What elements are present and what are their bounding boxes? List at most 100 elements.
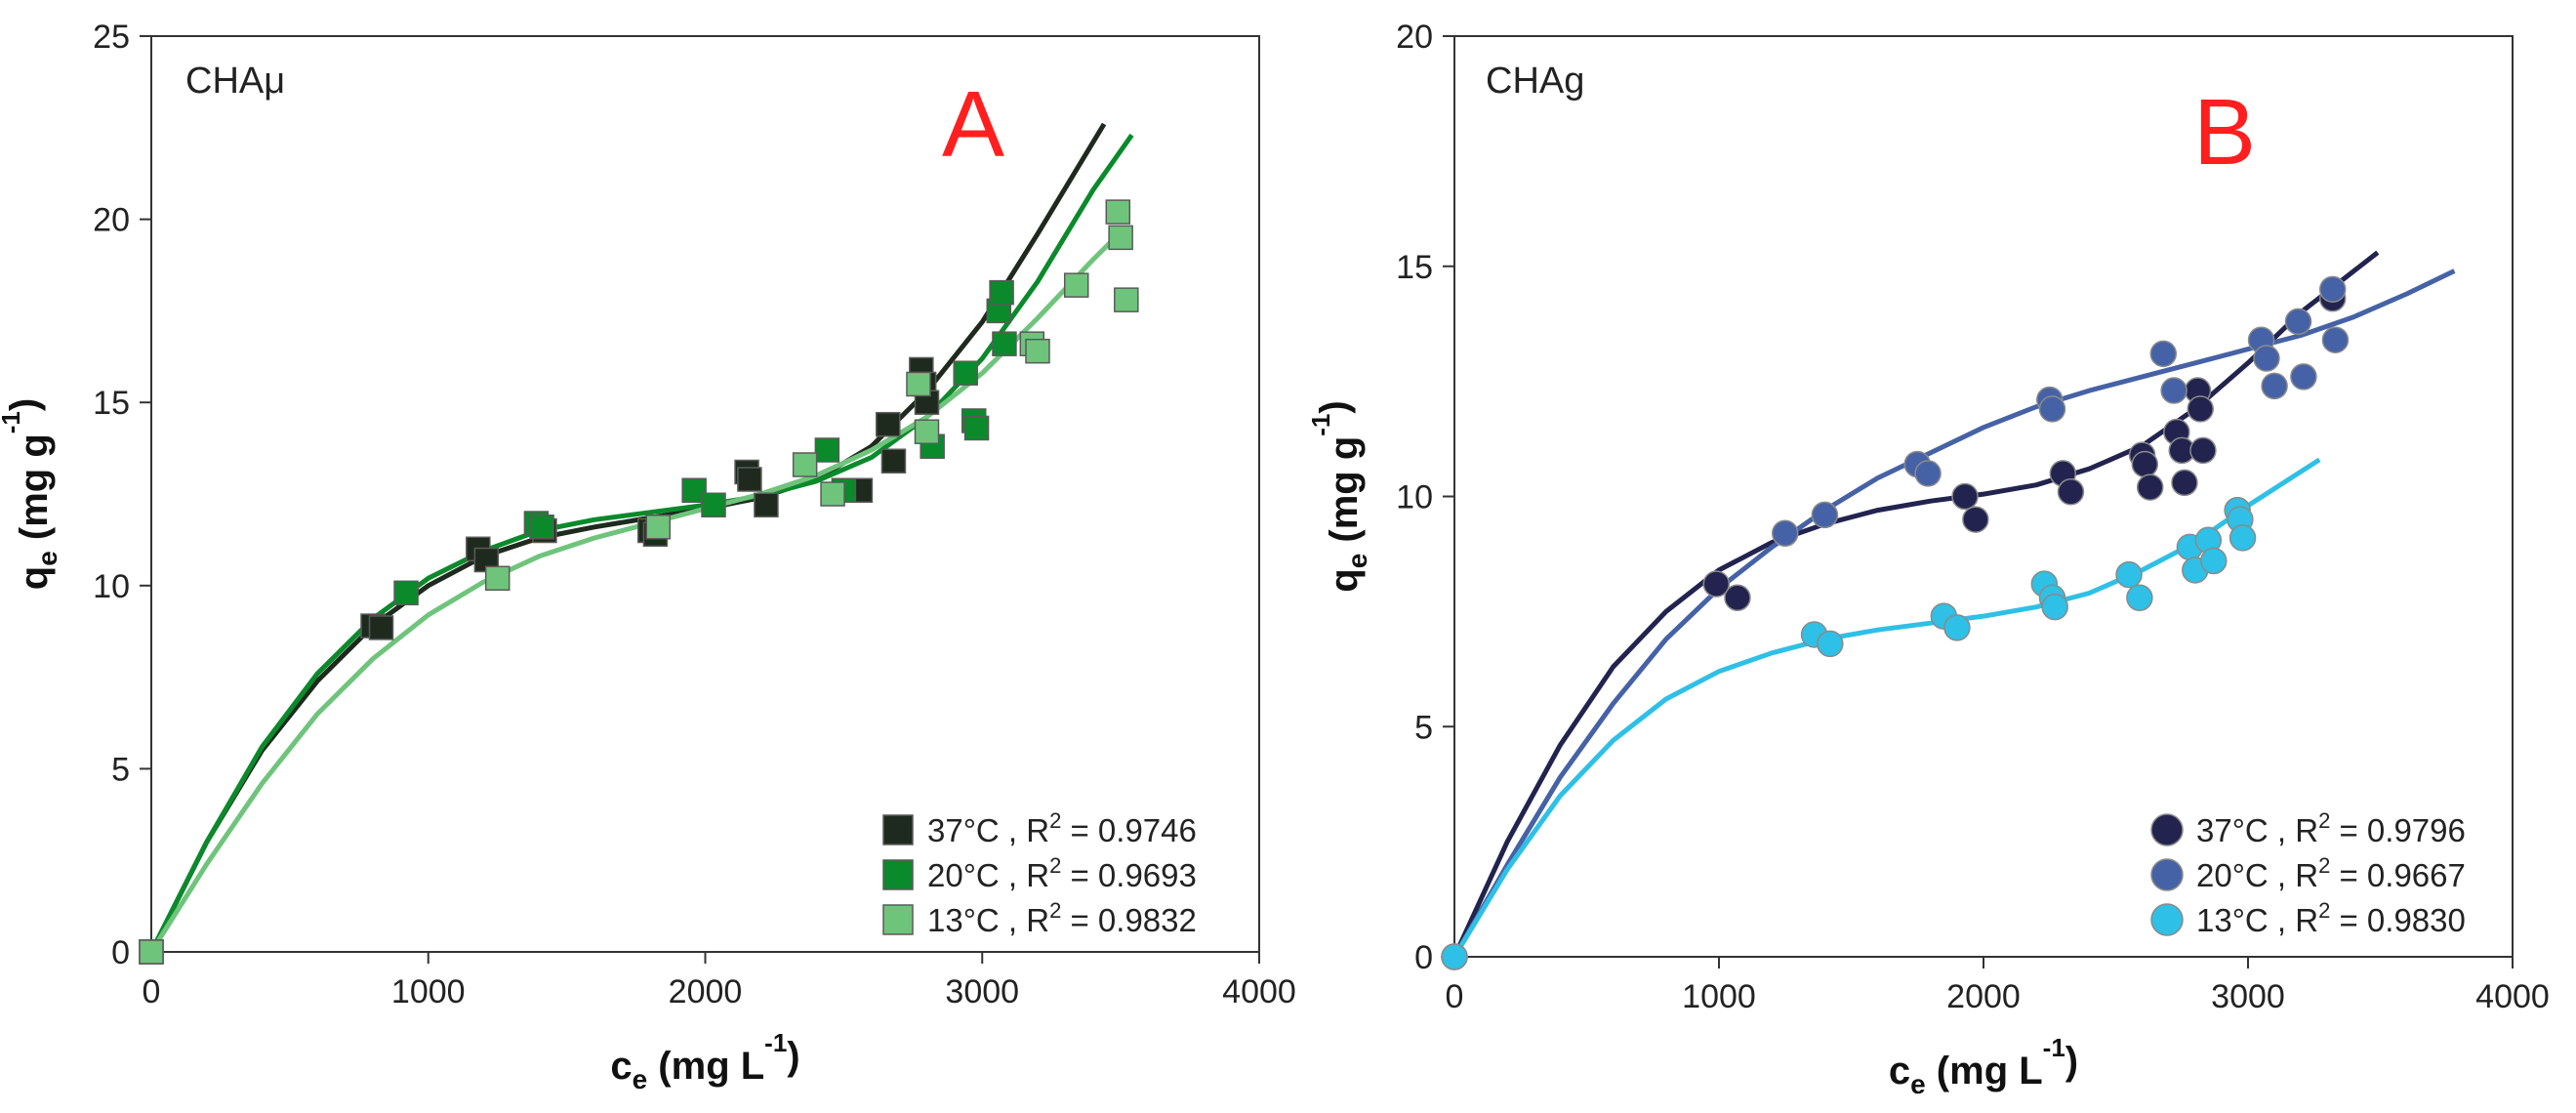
y-tick-label: 20 — [1396, 19, 1433, 56]
data-point-series-0 — [2131, 450, 2159, 478]
y-tick-label: 5 — [111, 751, 130, 788]
fit-curve-series-0 — [1452, 250, 2380, 959]
data-point-series-0 — [2187, 395, 2214, 423]
x-axis-title-main: c — [610, 1045, 632, 1088]
x-axis-title-end: ) — [787, 1035, 799, 1078]
data-point-series-0 — [737, 467, 762, 492]
legend-entry: 37°C , R2 = 0.9746 — [927, 808, 1197, 848]
x-tick-label: 4000 — [2475, 978, 2550, 1015]
legend-label: 37°C , R — [2196, 812, 2318, 848]
data-point-series-1 — [393, 580, 419, 606]
data-point-series-1 — [1772, 519, 1799, 547]
legend-label: 13°C , R — [2196, 902, 2318, 938]
y-tick-label: 0 — [1414, 939, 1433, 976]
data-point-series-2 — [2041, 593, 2068, 621]
data-point-series-2 — [1817, 630, 1844, 658]
legend-entry: 20°C , R2 = 0.9667 — [2196, 853, 2466, 893]
x-axis-title: ce (mg L-1) — [1889, 1033, 2078, 1099]
data-point-series-2 — [139, 939, 164, 965]
data-point-series-1 — [1914, 460, 1942, 487]
x-tick-label: 4000 — [1222, 973, 1296, 1010]
y-axis-title: qe (mg g-1) — [1306, 400, 1372, 592]
data-point-series-2 — [1108, 225, 1133, 251]
legend-marker — [2150, 813, 2184, 846]
data-point-series-0 — [1702, 570, 1731, 598]
legend-sup: 2 — [1049, 808, 1061, 833]
y-axis-title-rest: (mg g — [1323, 436, 1366, 554]
y-axis-title-rest: (mg g — [13, 433, 56, 551]
y-tick-label: 10 — [1396, 479, 1433, 516]
x-tick-label: 2000 — [1946, 978, 2021, 1015]
legend-r2: = 0.9746 — [1061, 812, 1197, 848]
x-tick-label: 1000 — [391, 973, 466, 1010]
y-axis-title-end: ) — [1313, 400, 1356, 413]
data-point-series-1 — [2284, 308, 2312, 336]
y-axis-title-main: q — [13, 566, 56, 590]
data-point-series-2 — [2126, 584, 2153, 611]
legend-marker — [882, 904, 914, 935]
y-axis-title-sub: e — [32, 551, 62, 566]
panel-letter: B — [2193, 80, 2256, 185]
legend-r2: = 0.9830 — [2330, 902, 2466, 938]
data-point-series-1 — [963, 415, 990, 441]
x-axis-title-end: ) — [2065, 1040, 2078, 1083]
legend-label: 20°C , R — [927, 857, 1049, 893]
data-point-series-0 — [2171, 469, 2198, 497]
data-point-series-2 — [2228, 524, 2257, 552]
y-tick-label: 5 — [1414, 709, 1433, 746]
x-tick-label: 3000 — [2211, 978, 2285, 1015]
legend-r2: = 0.9796 — [2330, 812, 2466, 848]
data-point-series-1 — [2321, 326, 2350, 353]
data-point-series-0 — [754, 492, 779, 518]
x-tick-label: 0 — [143, 973, 161, 1010]
y-axis-title-main: q — [1323, 568, 1366, 592]
data-point-series-0 — [1962, 506, 1989, 533]
y-axis-title-end: ) — [3, 398, 46, 411]
x-axis-title-rest: (mg L — [647, 1045, 764, 1088]
legend-sup: 2 — [1049, 898, 1061, 923]
data-point-series-2 — [1025, 338, 1050, 364]
legend-label: 37°C , R — [927, 812, 1049, 848]
legend-entry: 20°C , R2 = 0.9693 — [927, 853, 1197, 893]
x-axis-title-rest: (mg L — [1926, 1050, 2043, 1092]
data-point-series-2 — [906, 371, 931, 397]
data-point-series-0 — [368, 615, 394, 640]
data-point-series-1 — [2160, 377, 2188, 404]
data-point-series-2 — [914, 419, 940, 444]
panel-name: CHAμ — [185, 61, 285, 102]
x-tick-label: 1000 — [1682, 978, 1756, 1015]
data-point-series-2 — [1441, 943, 1468, 970]
data-point-series-1 — [2290, 363, 2317, 391]
data-point-series-2 — [1943, 614, 1971, 641]
legend-sup: 2 — [1049, 853, 1061, 878]
x-axis-title-main: c — [1889, 1050, 1910, 1092]
fit-curve-series-2 — [1452, 457, 2321, 959]
data-point-series-2 — [645, 515, 672, 540]
y-tick-label: 15 — [93, 385, 130, 422]
data-point-series-1 — [2253, 345, 2280, 372]
data-point-series-1 — [2261, 372, 2288, 400]
y-axis-title-sup: -1 — [1306, 414, 1335, 436]
data-point-series-2 — [2115, 560, 2143, 589]
data-point-series-1 — [701, 492, 726, 518]
data-point-series-0 — [2136, 474, 2164, 501]
data-point-series-0 — [1724, 584, 1751, 611]
data-point-series-1 — [989, 279, 1014, 306]
data-point-series-0 — [2057, 478, 2085, 506]
x-axis-title-sub: e — [1910, 1069, 1926, 1099]
legend-marker — [882, 859, 914, 890]
y-tick-label: 0 — [111, 934, 130, 971]
data-point-series-0 — [876, 411, 901, 437]
data-point-series-0 — [1951, 482, 1979, 511]
data-point-series-2 — [792, 452, 818, 477]
x-axis-title-sub: e — [633, 1064, 648, 1094]
data-point-series-1 — [953, 360, 978, 386]
y-axis-title-sup: -1 — [0, 411, 25, 433]
data-point-series-2 — [1105, 199, 1131, 225]
data-point-series-2 — [2200, 547, 2228, 575]
data-point-series-1 — [2038, 395, 2066, 423]
data-point-series-1 — [529, 515, 554, 540]
legend-r2: = 0.9832 — [1061, 902, 1197, 938]
